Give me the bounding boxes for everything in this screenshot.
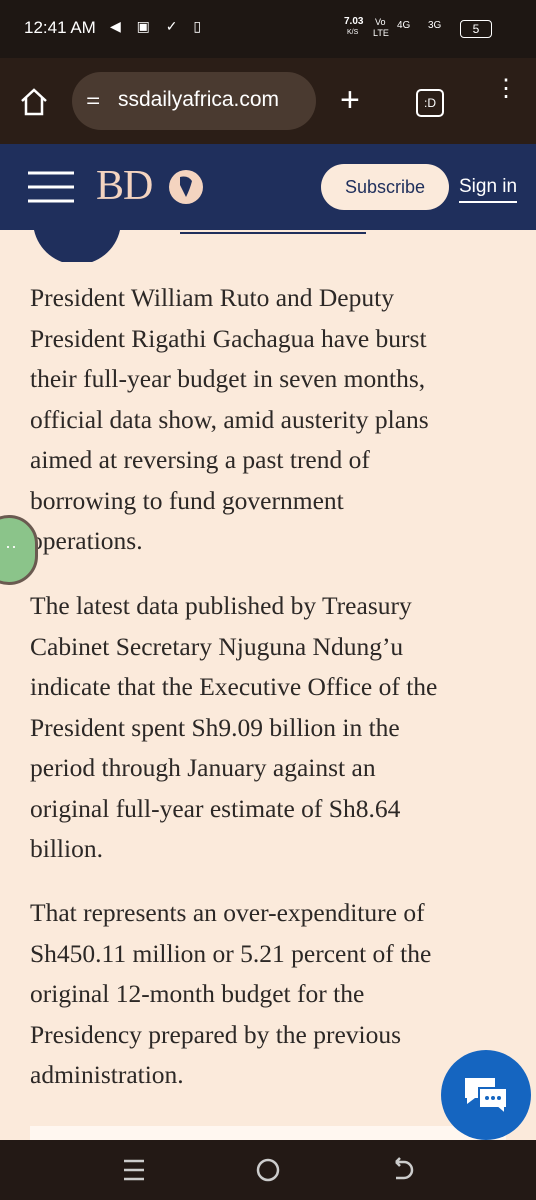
home-button[interactable]: [18, 86, 50, 118]
paragraph-line: President William Ruto and Deputy: [30, 283, 394, 312]
paragraph-line: Sh450.11 million or 5.21 percent of the: [30, 938, 432, 968]
nav-bar: [0, 1140, 536, 1200]
paragraph-line: official data show, amid austerity plans: [30, 404, 429, 434]
paragraph-line: Presidency prepared by the previous: [30, 1019, 402, 1049]
side-tab[interactable]: ··: [0, 515, 38, 585]
paragraph-line: original full-year estimate of Sh8.64: [30, 793, 401, 823]
sign-in-link[interactable]: Sign in: [459, 176, 518, 203]
content-box: [30, 1126, 506, 1140]
time: 12:41 AM: [24, 18, 96, 37]
speed: 7.03: [344, 16, 364, 27]
url-bar[interactable]: ⚌ ssdailyafrica.com: [72, 72, 316, 130]
paragraph-line: Cabinet Secretary Njuguna Ndung’u: [30, 631, 404, 661]
network: 3G: [428, 20, 442, 31]
paragraph-line: borrowing to fund government: [30, 485, 344, 515]
author-avatar: [34, 230, 366, 262]
url: ssdailyafrica.com: [118, 88, 280, 111]
paragraph-line: billion.: [30, 834, 103, 863]
volte: Vo: [375, 17, 386, 27]
paragraph-line: That represents an over-expenditure of: [30, 898, 425, 927]
hamburger-menu[interactable]: [28, 170, 74, 204]
notification-icons: ◀ ▣ ✓ ▯: [110, 18, 208, 34]
speed-unit: K/S: [347, 29, 359, 36]
menu-button[interactable]: ⋮: [494, 75, 518, 102]
paragraph-line: indicate that the Executive Office of th…: [30, 672, 438, 701]
status-bar: 12:41 AM ◀ ▣ ✓ ▯ 7.03 K/S Vo LTE 4G 3G 5: [0, 0, 536, 58]
chat-button[interactable]: [441, 1050, 531, 1140]
paragraph-line: aimed at reversing a past trend of: [30, 445, 370, 474]
paragraph-line: The latest data published by Treasury: [30, 591, 412, 620]
paragraph-line: administration.: [30, 1060, 184, 1089]
logo[interactable]: BD: [96, 163, 153, 209]
logo-globe: [169, 170, 203, 204]
site-header: BD Subscribe Sign in: [0, 144, 536, 230]
paragraph-line: original 12-month budget for the: [30, 979, 365, 1008]
battery: 5: [460, 20, 492, 38]
paragraph-line: President Rigathi Gachagua have burst: [30, 323, 427, 353]
site-info-icon[interactable]: ⚌: [86, 91, 101, 108]
paragraph-line: their full-year budget in seven months,: [30, 364, 426, 393]
browser-bar: ⚌ ssdailyafrica.com + :D ⋮: [0, 58, 536, 144]
subscribe-button[interactable]: Subscribe: [321, 164, 449, 210]
paragraph-line: period through January against an: [30, 753, 376, 782]
new-tab[interactable]: +: [340, 81, 360, 119]
paragraph-line: President spent Sh9.09 billion in the: [30, 712, 400, 742]
paragraph-line: operations.: [30, 526, 143, 555]
network: 4G: [397, 20, 411, 31]
tabs-button[interactable]: :D: [416, 89, 444, 117]
lte: LTE: [373, 28, 389, 38]
